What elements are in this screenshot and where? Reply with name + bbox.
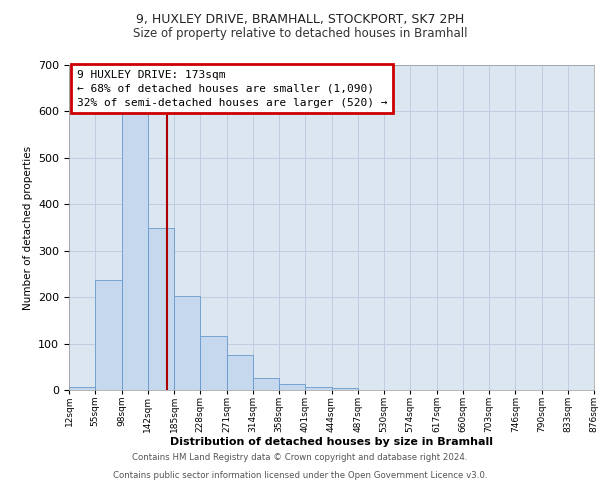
Text: 9, HUXLEY DRIVE, BRAMHALL, STOCKPORT, SK7 2PH: 9, HUXLEY DRIVE, BRAMHALL, STOCKPORT, SK… xyxy=(136,12,464,26)
Text: Contains HM Land Registry data © Crown copyright and database right 2024.: Contains HM Land Registry data © Crown c… xyxy=(132,454,468,462)
Bar xyxy=(69,387,95,390)
Text: 9 HUXLEY DRIVE: 173sqm
← 68% of detached houses are smaller (1,090)
32% of semi-: 9 HUXLEY DRIVE: 173sqm ← 68% of detached… xyxy=(77,70,388,108)
Bar xyxy=(95,280,121,390)
Bar xyxy=(227,355,253,390)
Bar xyxy=(174,296,200,390)
Bar xyxy=(200,336,227,390)
X-axis label: Distribution of detached houses by size in Bramhall: Distribution of detached houses by size … xyxy=(170,438,493,448)
Bar xyxy=(305,387,331,390)
Bar xyxy=(331,388,358,390)
Y-axis label: Number of detached properties: Number of detached properties xyxy=(23,146,32,310)
Text: Size of property relative to detached houses in Bramhall: Size of property relative to detached ho… xyxy=(133,28,467,40)
Bar xyxy=(121,102,148,390)
Bar xyxy=(253,378,279,390)
Bar xyxy=(148,228,174,390)
Text: Contains public sector information licensed under the Open Government Licence v3: Contains public sector information licen… xyxy=(113,471,487,480)
Bar xyxy=(279,384,305,390)
